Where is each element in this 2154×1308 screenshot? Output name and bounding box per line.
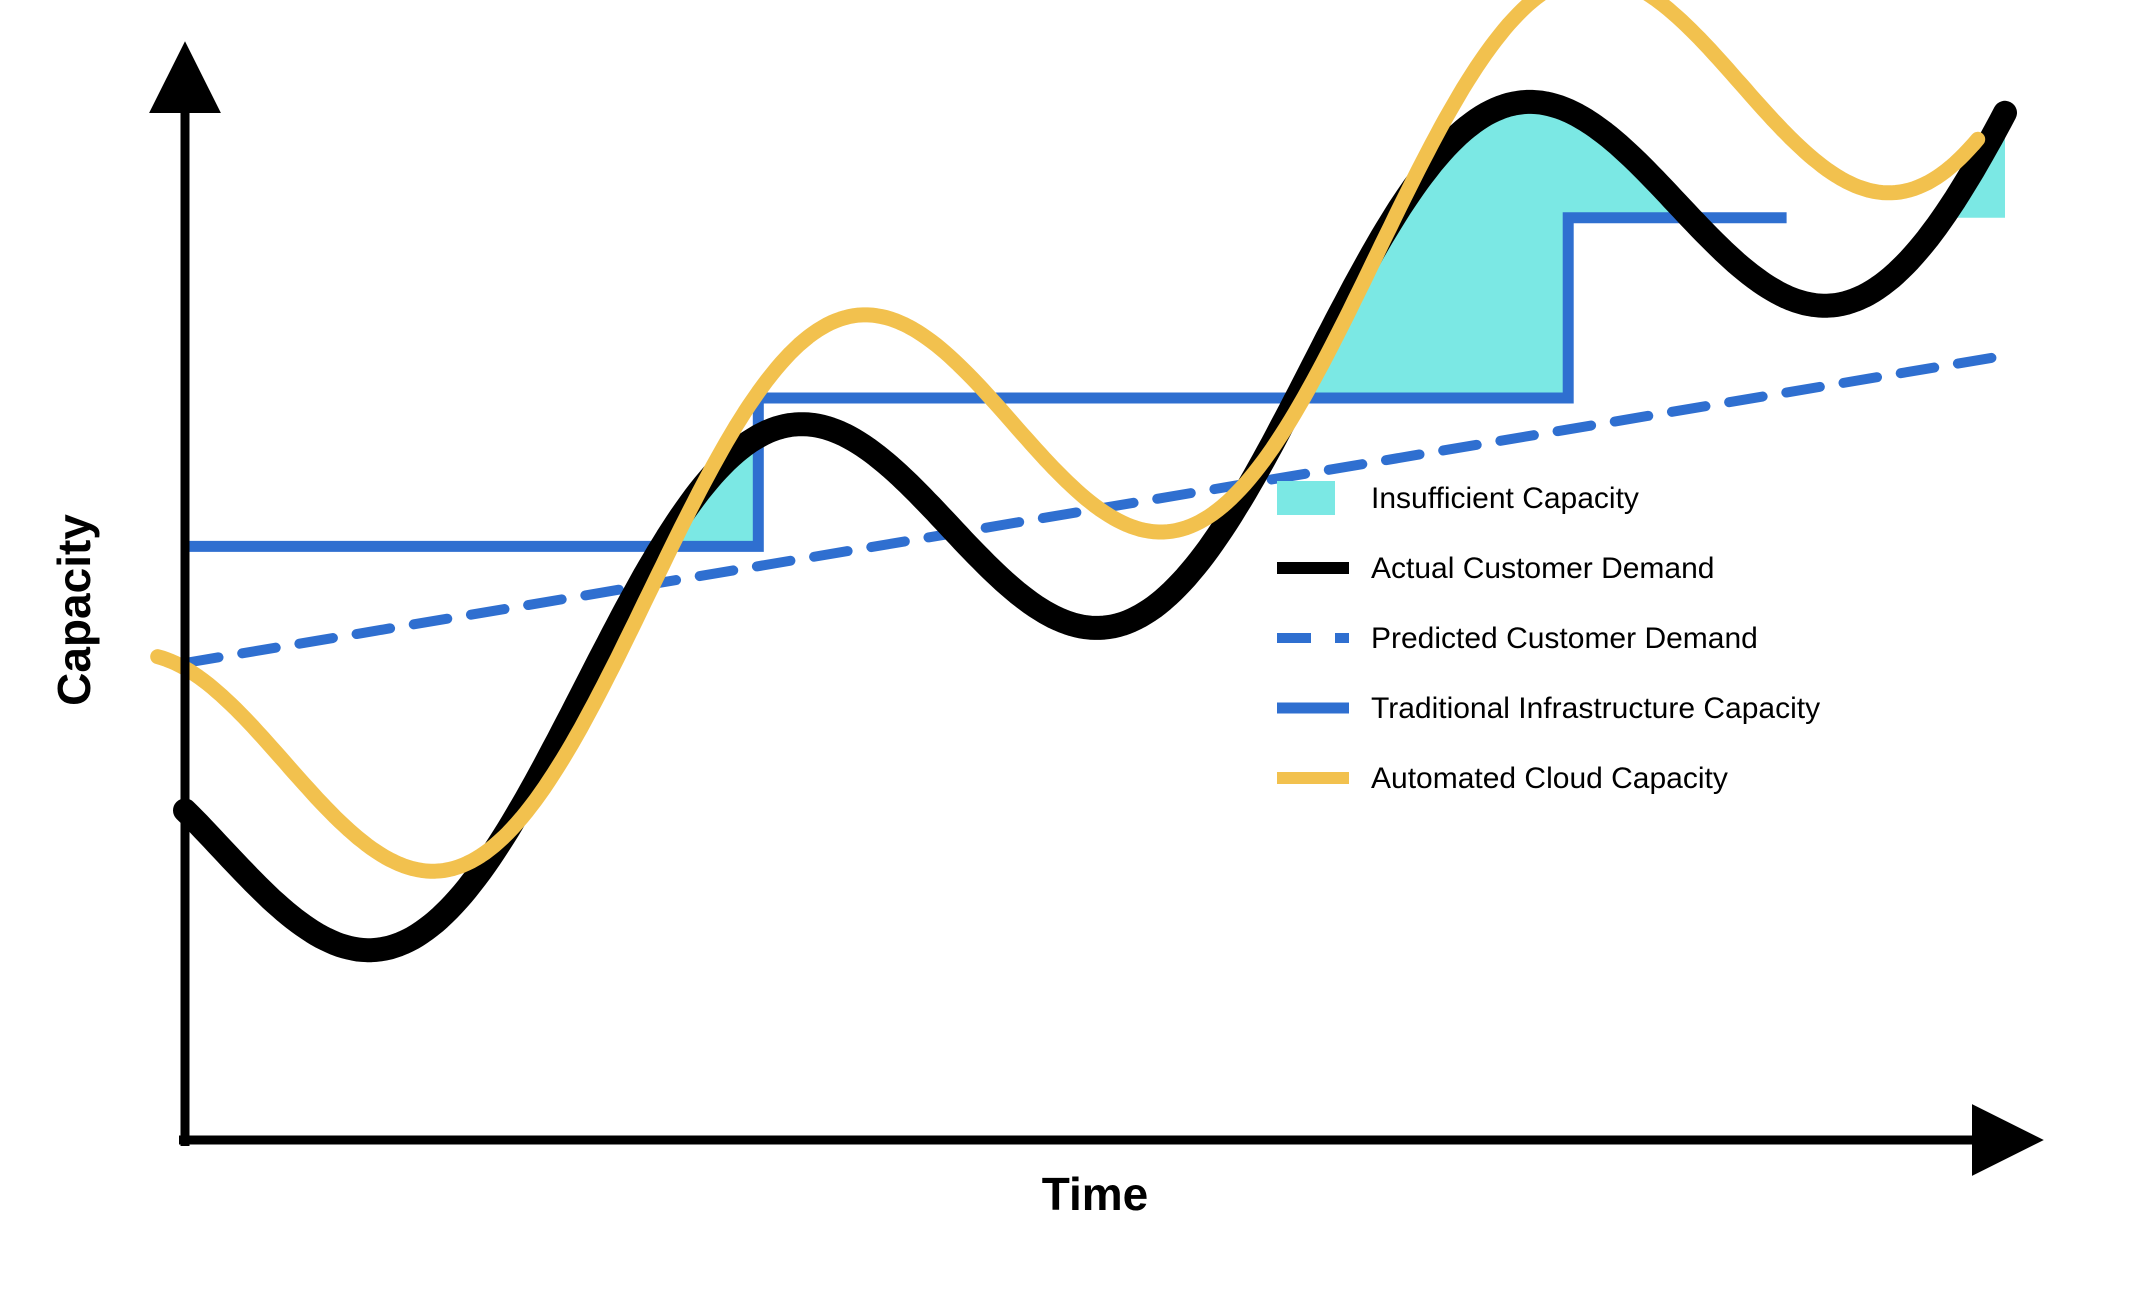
- legend-item: Predicted Customer Demand: [1277, 622, 1758, 655]
- legend: Insufficient Capacity Actual Customer Dem…: [1277, 481, 1820, 795]
- chart-svg: Time Capacity Insufficient Capacity Actual …: [0, 0, 2154, 1308]
- legend-label: Traditional Infrastructure Capacity: [1371, 692, 1820, 725]
- y-axis-label: Capacity: [48, 514, 100, 706]
- cloud-capacity-line: [158, 0, 1978, 871]
- legend-label: Insufficient Capacity: [1371, 482, 1639, 515]
- legend-item: Actual Customer Demand: [1277, 552, 1714, 585]
- legend-label: Actual Customer Demand: [1371, 552, 1714, 585]
- legend-item: Traditional Infrastructure Capacity: [1277, 692, 1820, 725]
- legend-swatch: [1277, 481, 1335, 515]
- legend-item: Automated Cloud Capacity: [1277, 762, 1728, 795]
- legend-label: Automated Cloud Capacity: [1371, 762, 1728, 795]
- actual-demand-line: [185, 102, 2005, 950]
- legend-label: Predicted Customer Demand: [1371, 622, 1758, 655]
- legend-item: Insufficient Capacity: [1277, 481, 1639, 515]
- capacity-vs-time-chart: Time Capacity Insufficient Capacity Actual …: [0, 0, 2154, 1308]
- x-axis-label: Time: [1042, 1168, 1149, 1220]
